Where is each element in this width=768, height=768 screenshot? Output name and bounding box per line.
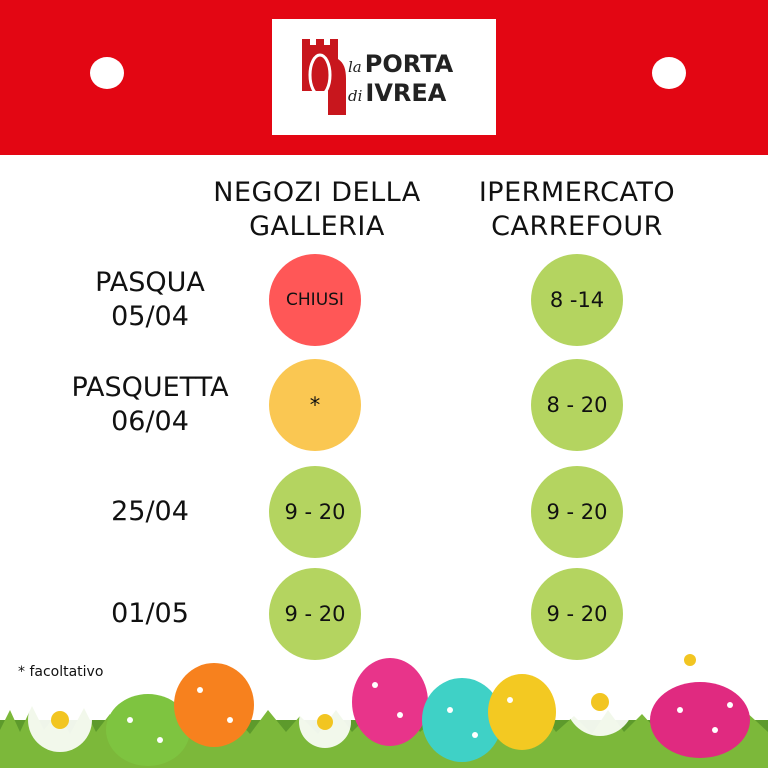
decorative-hole (652, 57, 686, 89)
egg-icon (650, 682, 750, 758)
logo-text: la PORTA di IVREA (348, 50, 454, 107)
column-header-carrefour: IPERMERCATO CARREFOUR (478, 177, 676, 242)
daisy-icon (672, 642, 708, 678)
carrefour-hours-badge: 8 - 20 (531, 359, 623, 451)
egg-icon (352, 658, 428, 746)
easter-decoration (0, 642, 768, 768)
logo: la PORTA di IVREA (272, 19, 496, 135)
egg-icon (488, 674, 556, 750)
carrefour-hours-badge: 9 - 20 (531, 466, 623, 558)
daisy-icon (566, 668, 634, 736)
row-label: 01/05 (111, 598, 189, 629)
daisy-icon (299, 696, 351, 748)
galleria-hours-badge: 9 - 20 (269, 466, 361, 558)
carrefour-hours-badge: 9 - 20 (531, 568, 623, 660)
egg-icon (106, 694, 190, 766)
galleria-hours-badge: * (269, 359, 361, 451)
row-label: PASQUETTA 06/04 (71, 372, 229, 437)
column-header-galleria: NEGOZI DELLA GALLERIA (213, 177, 421, 242)
daisy-icon (28, 688, 92, 752)
footnote: * facoltativo (18, 664, 104, 680)
header-banner: la PORTA di IVREA (0, 0, 768, 155)
galleria-hours-badge: 9 - 20 (269, 568, 361, 660)
egg-icon (422, 678, 502, 762)
row-label: PASQUA 05/04 (95, 267, 205, 332)
egg-icon (174, 663, 254, 747)
decorative-hole (90, 57, 124, 89)
tower-icon (302, 39, 346, 115)
galleria-hours-badge: CHIUSI (269, 254, 361, 346)
row-label: 25/04 (111, 496, 189, 527)
carrefour-hours-badge: 8 -14 (531, 254, 623, 346)
